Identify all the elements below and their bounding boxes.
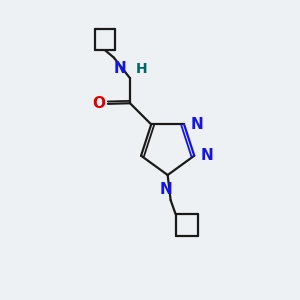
Text: H: H	[135, 62, 147, 76]
Text: O: O	[92, 96, 105, 111]
Text: N: N	[201, 148, 214, 163]
Text: N: N	[160, 182, 172, 196]
Text: N: N	[190, 117, 203, 132]
Text: N: N	[114, 61, 127, 76]
